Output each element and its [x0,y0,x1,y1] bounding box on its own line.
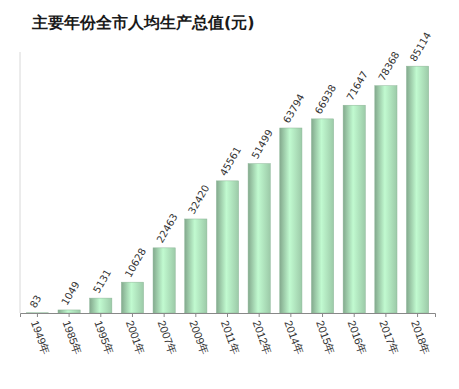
data-label: 71647 [344,69,369,102]
tick: 2016年 [346,313,369,356]
bar [58,310,80,313]
tick-mark [195,313,196,317]
tick: 2001年 [124,313,147,356]
tick-label: 2014年 [282,319,305,356]
data-label: 51499 [249,128,274,161]
data-label: 83 [28,293,44,310]
tick: 1995年 [92,313,115,356]
bar [311,119,333,313]
tick: 1949年 [29,313,52,356]
tick-label: 1995年 [92,319,115,356]
data-label: 63794 [281,92,306,125]
tick-mark [37,313,38,317]
x-axis-line [21,314,436,318]
bar [248,164,270,313]
data-label: 1049 [59,279,81,307]
tick-mark [164,313,165,317]
tick-mark [322,313,323,317]
tick-label: 2016年 [346,319,369,356]
tick: 2014年 [282,313,305,356]
x-axis: 1949年 1985年 1995年 2001年 2007年 2009年 2011年 2012年… [21,313,436,356]
bar [280,128,302,313]
tick-label: 1949年 [29,319,52,356]
tick-mark [354,313,355,317]
title: 主要年份全市人均生产总值(元) [31,13,255,32]
tick-label: 2007年 [156,319,179,356]
tick-label: 2009年 [187,319,210,356]
chart: 主要年份全市人均生产总值(元) 83 1049 5131 1062822463 32420… [0,0,459,389]
tick: 2012年 [251,313,274,356]
tick-mark [132,313,133,317]
tick-mark [385,313,386,317]
bar [185,219,207,313]
tick-label: 2001年 [124,319,147,356]
bar [406,66,428,313]
tick-label: 1985年 [61,319,84,356]
tick: 2007年 [156,313,179,356]
tick: 2018年 [409,313,432,356]
tick-label: 2018年 [409,319,432,356]
data-label: 5131 [91,268,113,296]
tick-label: 2012年 [251,319,274,356]
tick: 1985年 [61,313,84,356]
tick-mark [100,313,101,317]
data-label: 10628 [123,246,148,279]
tick-label: 2015年 [314,319,337,356]
tick-label: 2011年 [219,319,242,356]
bar [90,298,112,313]
tick: 2009年 [187,313,210,356]
data-label: 45561 [218,145,243,178]
tick: 2017年 [377,313,400,356]
bar [375,86,397,313]
data-label: 78368 [376,50,401,83]
bar [26,312,48,313]
bar [216,181,238,313]
tick-mark [69,313,70,317]
tick-mark [290,313,291,317]
bar [153,248,175,313]
data-labels: 83 1049 5131 1062822463 32420 4556151499 63794… [28,30,434,310]
data-label: 22463 [154,212,179,245]
bars [26,66,428,313]
tick: 2011年 [219,313,242,356]
bar [343,105,365,313]
data-label: 66938 [313,83,338,116]
tick-mark [227,313,228,317]
tick: 2015年 [314,313,337,356]
y-axis-line [20,52,21,313]
tick-label: 2017年 [377,319,400,356]
data-label: 85114 [408,30,433,63]
tick-mark [417,313,418,317]
data-label: 32420 [186,183,211,216]
bar [121,282,143,313]
tick-mark [259,313,260,317]
